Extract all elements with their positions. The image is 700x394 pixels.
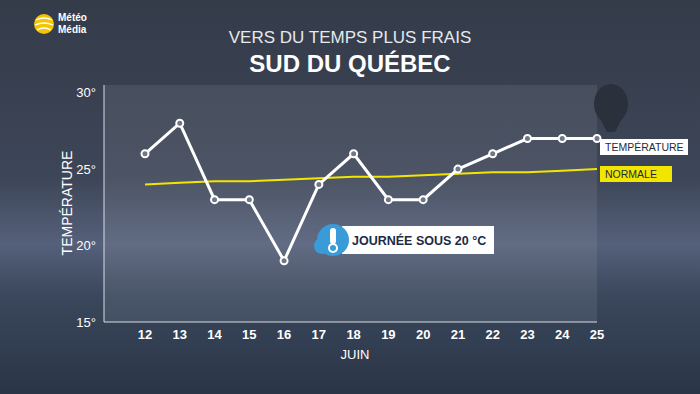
svg-text:Météo: Météo: [58, 12, 87, 23]
svg-text:30°: 30°: [76, 85, 96, 100]
svg-text:25°: 25°: [76, 162, 96, 177]
svg-text:22: 22: [485, 327, 499, 342]
svg-text:24: 24: [555, 327, 570, 342]
svg-text:19: 19: [381, 327, 395, 342]
svg-text:18: 18: [346, 327, 360, 342]
svg-text:TEMPÉRATURE: TEMPÉRATURE: [59, 151, 75, 256]
svg-text:VERS DU TEMPS PLUS FRAIS: VERS DU TEMPS PLUS FRAIS: [229, 28, 471, 47]
svg-text:14: 14: [207, 327, 222, 342]
svg-text:17: 17: [312, 327, 326, 342]
svg-text:NORMALE: NORMALE: [605, 168, 657, 180]
svg-text:SUD DU QUÉBEC: SUD DU QUÉBEC: [249, 50, 450, 77]
svg-text:20: 20: [416, 327, 430, 342]
svg-text:15: 15: [242, 327, 256, 342]
svg-text:TEMPÉRATURE: TEMPÉRATURE: [605, 141, 684, 153]
svg-text:16: 16: [277, 327, 291, 342]
svg-text:20°: 20°: [76, 238, 96, 253]
svg-text:JUIN: JUIN: [341, 347, 370, 362]
svg-text:12: 12: [138, 327, 152, 342]
svg-text:25: 25: [590, 327, 604, 342]
svg-text:23: 23: [520, 327, 534, 342]
svg-text:JOURNÉE SOUS 20 °C: JOURNÉE SOUS 20 °C: [352, 233, 486, 248]
svg-text:15°: 15°: [76, 315, 96, 330]
svg-text:13: 13: [173, 327, 187, 342]
svg-text:21: 21: [451, 327, 465, 342]
svg-text:Média: Média: [58, 24, 87, 35]
